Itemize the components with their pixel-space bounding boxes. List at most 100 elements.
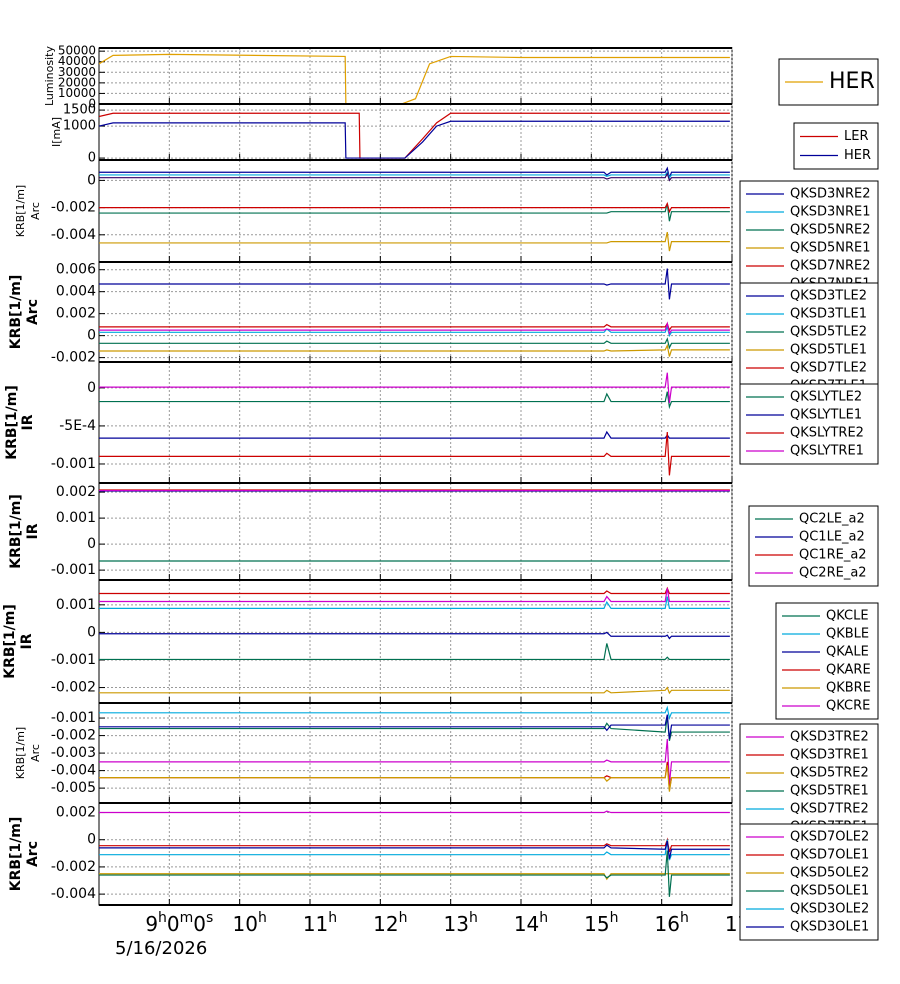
legend-label: QC1LE_a2 xyxy=(799,530,865,545)
x-tick-label-part: h xyxy=(610,910,619,926)
x-tick-label-part: h xyxy=(158,910,167,926)
y-axis-label: KRB[1/m] xyxy=(2,604,18,679)
series-line xyxy=(99,739,730,785)
legend-label: QKCLE xyxy=(826,609,869,624)
legend-label: QKSD3NRE1 xyxy=(790,205,871,220)
y-axis-label: KRB[1/m] xyxy=(8,275,24,350)
legend-label: QKSD5TLE2 xyxy=(790,325,867,340)
legend-label: QKBRE xyxy=(826,681,871,696)
y-tick-label: -0.002 xyxy=(51,350,96,366)
legend-label: QKSD5OLE2 xyxy=(790,866,869,881)
legend-label: QKSLYTLE2 xyxy=(790,390,862,405)
legend-label: QKSD7TLE2 xyxy=(790,361,867,376)
series-line xyxy=(99,120,730,159)
y-axis-label: KRB[1/m] xyxy=(14,727,27,779)
x-tick-label: 10h xyxy=(233,910,267,936)
y-tick-label: -0.004 xyxy=(51,763,96,779)
legend-label: QKSD7TRE2 xyxy=(790,802,869,817)
legend-label: QKSLYTLE1 xyxy=(790,408,862,423)
y-tick-label: 0.001 xyxy=(56,597,96,613)
legend-label: QKSD5NRE1 xyxy=(790,241,871,256)
legend-label: QKSLYTRE2 xyxy=(790,426,864,441)
plot-frame xyxy=(98,103,733,161)
x-tick-label-part: 9 xyxy=(145,912,158,936)
x-tick-label-part: 12 xyxy=(373,912,398,936)
y-axis-label: Arc xyxy=(25,841,41,867)
y-axis-label: KRB[1/m] xyxy=(8,494,24,569)
y-axis-label: Arc xyxy=(25,299,41,325)
y-tick-label: -0.001 xyxy=(51,562,96,578)
series-line xyxy=(99,714,730,740)
y-tick-label: 0 xyxy=(87,328,96,344)
legend-label: QKBLE xyxy=(826,627,869,642)
y-tick-label: 1000 xyxy=(63,119,96,134)
x-tick-label: 9h0m0s xyxy=(145,910,213,936)
y-tick-label: -0.004 xyxy=(51,227,96,243)
series-line xyxy=(99,840,730,859)
y-tick-label: 0.004 xyxy=(56,284,96,300)
legend-label: QKSD5TRE2 xyxy=(790,766,869,781)
legend-label: QKSD3TLE1 xyxy=(790,307,867,322)
y-axis-label: KRB[1/m] xyxy=(4,385,20,460)
y-tick-label: 50000 xyxy=(58,44,96,58)
y-axis-label: KRB[1/m] xyxy=(8,817,24,892)
y-tick-label: 40000 xyxy=(58,54,96,68)
legend-label: HER xyxy=(844,148,871,163)
legend-label: QKSD7OLE1 xyxy=(790,848,869,863)
y-tick-label: -0.001 xyxy=(51,456,96,472)
y-tick-label: 0 xyxy=(87,832,96,848)
legend-label: QKARE xyxy=(826,663,871,678)
x-tick-label: 15h xyxy=(584,910,618,936)
legend-label: QC1RE_a2 xyxy=(799,548,867,563)
legend-box xyxy=(778,58,879,106)
series-line xyxy=(99,324,730,338)
series-line xyxy=(99,596,730,610)
series-line xyxy=(99,586,730,595)
series-line xyxy=(99,430,730,439)
y-axis-label: Arc xyxy=(29,744,42,762)
x-tick-label-part: h xyxy=(680,910,689,926)
series-line xyxy=(99,631,730,640)
series-line xyxy=(99,172,730,182)
x-tick-label-part: 15 xyxy=(584,912,609,936)
y-tick-label: -0.001 xyxy=(51,710,96,726)
x-tick-label: 12h xyxy=(373,910,407,936)
series-line xyxy=(99,166,730,180)
series-line xyxy=(99,716,730,741)
y-tick-label: 0 xyxy=(87,380,96,396)
series-line xyxy=(99,839,730,861)
y-tick-label: 30000 xyxy=(58,65,96,79)
series-line xyxy=(99,686,730,695)
y-tick-label: 20000 xyxy=(58,75,96,89)
y-tick-label: 1500 xyxy=(63,103,96,118)
x-tick-label-part: h xyxy=(399,910,408,926)
x-tick-label-part: h xyxy=(328,910,337,926)
legend-label: QKSLYTRE1 xyxy=(790,444,864,459)
y-tick-label: 0 xyxy=(87,624,96,640)
legend-label: QKSD7OLE2 xyxy=(790,830,869,845)
series-line xyxy=(99,321,730,335)
x-tick-label-part: 0 xyxy=(167,912,180,936)
legend-label: QKSD5OLE1 xyxy=(790,884,869,899)
date-label: 5/16/2026 xyxy=(115,938,207,959)
x-tick-label: 16h xyxy=(655,910,689,936)
plot-frame xyxy=(98,802,733,906)
plot-frame xyxy=(98,482,733,581)
y-tick-label: -0.002 xyxy=(51,680,96,696)
x-tick-label-part: 16 xyxy=(655,912,680,936)
series-line xyxy=(99,322,730,332)
legend-label: QKALE xyxy=(826,645,869,660)
x-tick-label-part: 0 xyxy=(193,912,206,936)
legend-label: QKSD3NRE2 xyxy=(790,187,871,202)
y-tick-label: 0.002 xyxy=(56,805,96,821)
legend-box xyxy=(739,823,879,941)
y-tick-label: -0.001 xyxy=(51,652,96,668)
y-tick-label: -0.002 xyxy=(51,728,96,744)
legend-label: QKSD3TRE1 xyxy=(790,748,869,763)
y-tick-label: 0 xyxy=(87,172,96,188)
legend-box xyxy=(793,122,879,170)
y-tick-label: -0.005 xyxy=(51,780,96,796)
series-line xyxy=(99,171,730,179)
y-tick-label: -0.002 xyxy=(51,859,96,875)
series-line xyxy=(99,201,730,214)
